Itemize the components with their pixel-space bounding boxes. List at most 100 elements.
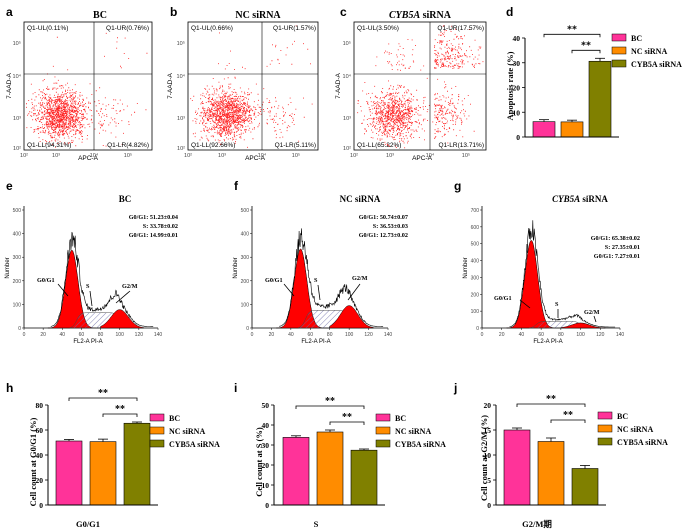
axes: 0 10 20 30 40 50: [262, 401, 385, 510]
arrow-s: [317, 284, 321, 301]
x-tick-label: 120: [364, 332, 373, 338]
y-tick-label: 5: [487, 476, 491, 485]
y-tick-label: 10⁵: [13, 40, 21, 47]
phase-arrows: [57, 283, 131, 307]
y-tick-label: 50: [262, 401, 270, 410]
legend-label: CYB5A siRNA: [395, 440, 446, 449]
bar-cyb5a-sirna: [588, 60, 612, 138]
x-ticks: 0 20 40 60 80 100 120 140: [481, 328, 625, 338]
y-tick-label: 300: [471, 275, 480, 281]
x-tick-label: 140: [154, 332, 163, 338]
legend-swatch: [149, 426, 165, 435]
y-tick-label: 10: [262, 481, 270, 490]
y-tick-label: 10⁵: [343, 40, 351, 47]
stat-g2m: G0/G1: 12.73±0.02: [359, 232, 408, 239]
arrow-g0g1: [519, 299, 531, 309]
raw-envelope: [279, 228, 384, 327]
sig-label: **: [98, 388, 108, 399]
y-tick-label: 400: [13, 232, 22, 238]
y-axis-label: 7-AAD-A: [6, 73, 13, 99]
legend-label: NC siRNA: [395, 427, 431, 436]
stat-g0g1: G0/G1: 65.38±0.02: [591, 235, 640, 242]
phase-label-g2m: G2/M: [584, 309, 600, 316]
histogram-curves: [276, 228, 384, 329]
y-tick-label: 15: [484, 426, 492, 435]
legend-label: BC: [169, 414, 180, 423]
y-tick-label: 40: [262, 421, 270, 430]
x-tick-label: 0: [23, 332, 26, 338]
sig-label: **: [546, 394, 556, 405]
legend-swatch: [611, 33, 627, 42]
title-gene: CYB5A: [552, 194, 580, 204]
x-tick-label: 10⁴: [426, 152, 435, 159]
y-tick-label: 10²: [343, 146, 351, 152]
quadrant-label-ll: Q1-LL(65.22%): [357, 142, 401, 149]
scatter-panel-nc-sirna: NC siRNA Q1-UL(0.66%) Q1-UR(1.57%) Q1-LL…: [167, 10, 319, 162]
x-tick-label: 10⁴: [90, 152, 99, 159]
x-tick-label: 40: [60, 332, 66, 338]
arrow-g2m: [593, 315, 597, 323]
x-tick-label: 80: [558, 332, 564, 338]
x-tick-label: 10²: [184, 153, 192, 159]
x-tick-label: 60: [79, 332, 85, 338]
x-axis-label: G0/G1: [76, 519, 100, 529]
bar-bc: [503, 429, 531, 506]
legend-swatch: [149, 439, 165, 448]
bar-nc-sirna: [537, 441, 565, 506]
y-tick-label: 0: [487, 501, 491, 510]
y-axis-label: Cell count at G0/G1 (%): [28, 417, 38, 506]
y-tick-label: 700: [471, 208, 480, 214]
bars: [282, 429, 378, 506]
legend-label: CYB5A siRNA: [169, 440, 220, 449]
stat-s: S: 27.35±0.01: [605, 244, 640, 251]
sig-label: **: [325, 396, 335, 407]
legend: BC NC siRNA CYB5A siRNA: [375, 413, 446, 449]
x-tick-label: 10⁴: [258, 152, 267, 159]
y-axis-label: Number: [233, 257, 239, 278]
panel-letter-c: c: [340, 5, 347, 19]
quadrant-label-ur: Q1-UR(1.57%): [273, 25, 316, 32]
y-axis-label: Number: [5, 257, 11, 278]
x-axis-label: FL2-A PI-A: [301, 339, 330, 345]
x-tick-label: 40: [519, 332, 525, 338]
bars: [503, 427, 599, 506]
y-tick-label: 200: [471, 292, 480, 298]
legend-label: BC: [631, 34, 642, 43]
y-tick-label: 100: [13, 302, 22, 308]
phase-label-s: S: [314, 277, 318, 284]
y-tick-label: 30: [262, 441, 270, 450]
y-tick-label: 0: [265, 501, 269, 510]
y-tick-label: 500: [13, 208, 22, 214]
y-tick-label: 20: [513, 84, 521, 93]
legend-label: NC siRNA: [631, 47, 667, 56]
y-tick-label: 0: [516, 133, 520, 142]
y-axis-label: Cell count at G2/M (%): [479, 415, 489, 501]
sig-label: **: [115, 404, 125, 415]
y-tick-label: 10⁴: [343, 73, 352, 80]
y-ticks: 0 100 200 300 400 500 600 700: [471, 208, 482, 332]
y-tick-label: 400: [241, 232, 250, 238]
panel-letter-d: d: [506, 5, 513, 19]
x-tick-label: 140: [616, 332, 625, 338]
x-tick-label: 120: [135, 332, 144, 338]
histogram-panel-nc-sirna: NC siRNA 0 20 40 60 80 100 120 140 0 100 200 300 40…: [233, 194, 408, 345]
phase-label-s: S: [86, 283, 90, 290]
legend-label: BC: [617, 412, 628, 421]
y-tick-label: 10²: [177, 146, 185, 152]
y-axis-label: Number: [463, 257, 469, 278]
x-tick-label: 60: [538, 332, 544, 338]
histogram-title: BC: [119, 194, 132, 204]
x-axis-label: APC-A: [412, 155, 433, 162]
legend-swatch: [597, 411, 613, 420]
phase-label-g0g1: G0/G1: [494, 295, 512, 302]
axes: 0 5 10 15 20: [484, 401, 606, 510]
y-tick-label: 10³: [343, 116, 351, 122]
x-axis-label: APC-A: [78, 155, 99, 162]
x-tick-label: 20: [269, 332, 275, 338]
histogram-panel-cyb5a-sirna: CYB5A siRNA 0 20 40 60 80 100 120 140 0 100 200 30…: [463, 194, 640, 345]
bar-chart-g2m: 0 5 10 15 20 ** ** BC NC siRNA CYB5A siRNA Cell…: [479, 394, 668, 529]
bar-bc: [55, 440, 83, 506]
legend-label: NC siRNA: [169, 427, 205, 436]
y-tick-label: 20: [484, 401, 492, 410]
panel-letter-j: j: [453, 381, 457, 395]
